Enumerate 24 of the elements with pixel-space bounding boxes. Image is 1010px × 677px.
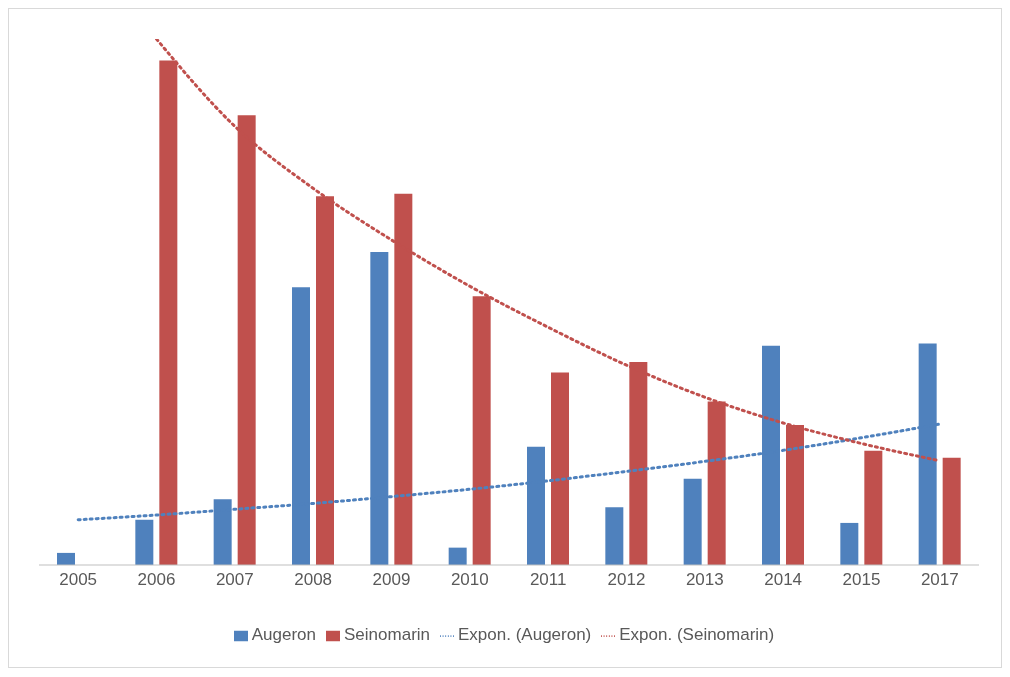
bar bbox=[840, 522, 859, 565]
x-tick-label: 2012 bbox=[607, 570, 646, 590]
bar bbox=[551, 372, 569, 565]
legend-label: Expon. (Seinomarin) bbox=[619, 625, 775, 644]
x-tick-label: 2009 bbox=[372, 570, 411, 590]
x-tick-label: 2008 bbox=[294, 570, 333, 590]
x-tick-label: 2014 bbox=[764, 570, 803, 590]
x-tick-label: 2010 bbox=[450, 570, 489, 590]
bar bbox=[57, 552, 75, 565]
legend-label: Seinomarin bbox=[344, 625, 431, 644]
x-tick-label: 2015 bbox=[842, 570, 881, 590]
bar bbox=[448, 547, 467, 565]
bar bbox=[605, 507, 624, 565]
x-tick-label: 2007 bbox=[215, 570, 254, 590]
x-tick-label: 2013 bbox=[685, 570, 724, 590]
x-tick-label: 2017 bbox=[920, 570, 959, 590]
legend-label: Augeron bbox=[251, 625, 317, 644]
x-tick-label: 2006 bbox=[137, 570, 176, 590]
legend-label: Expon. (Augeron) bbox=[458, 625, 592, 644]
x-tick-label: 2011 bbox=[529, 570, 567, 590]
bar bbox=[942, 457, 961, 565]
x-tick-label: 2005 bbox=[59, 570, 98, 590]
bar bbox=[683, 478, 702, 565]
bar bbox=[135, 519, 154, 565]
